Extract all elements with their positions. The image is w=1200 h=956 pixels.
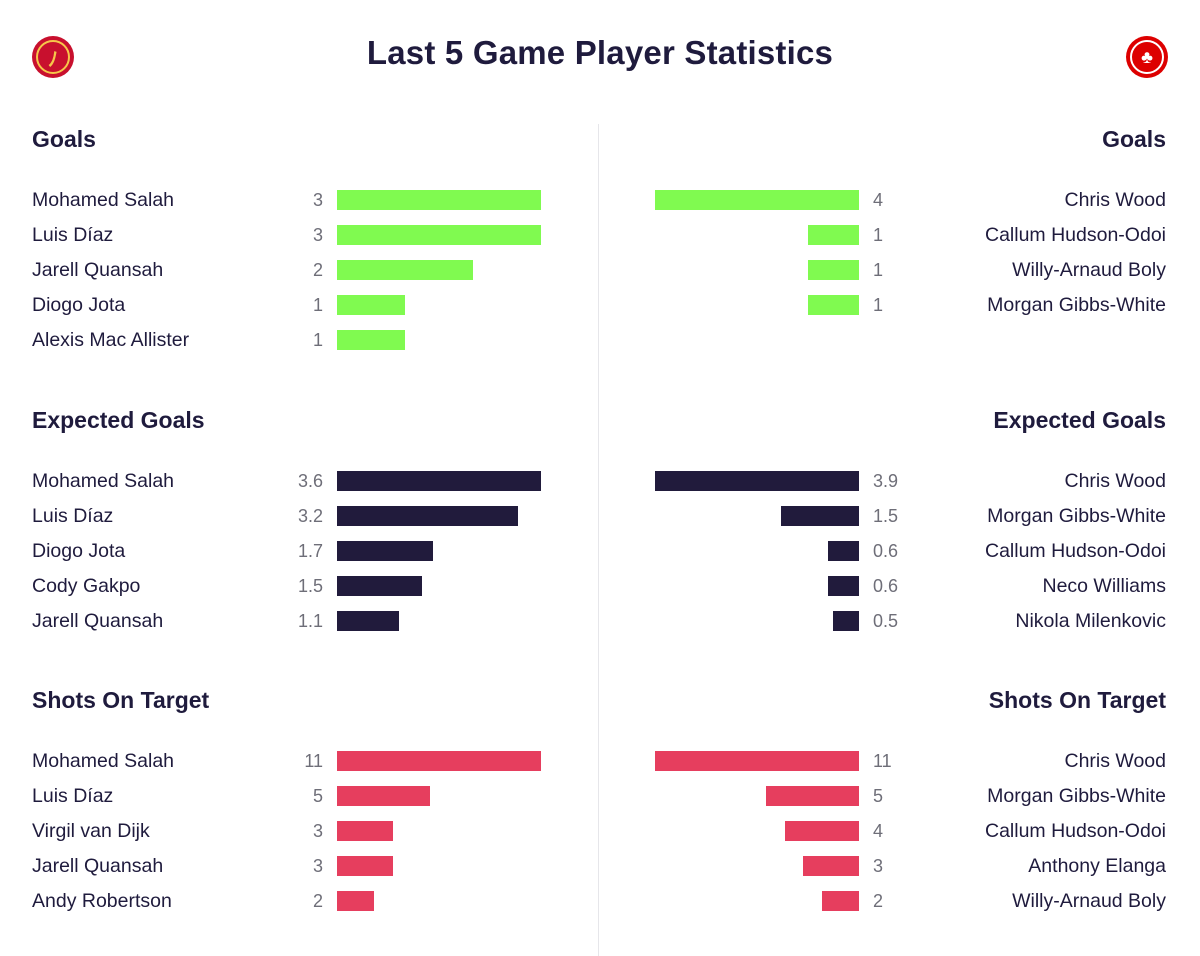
player-name: Jarell Quansah bbox=[32, 855, 164, 877]
stat-value: 0.6 bbox=[873, 541, 899, 561]
stat-value: 1 bbox=[873, 225, 884, 245]
stat-value: 1 bbox=[873, 260, 884, 280]
player-name: Luis Díaz bbox=[32, 505, 114, 527]
stat-bar bbox=[337, 786, 430, 806]
stat-value: 11 bbox=[873, 751, 892, 771]
section-title: Expected Goals bbox=[32, 407, 205, 433]
player-name: Cody Gakpo bbox=[32, 575, 141, 597]
center-divider bbox=[598, 124, 599, 956]
player-name: Callum Hudson-Odoi bbox=[985, 224, 1166, 246]
player-name: Jarell Quansah bbox=[32, 610, 164, 632]
stat-value: 5 bbox=[312, 786, 323, 806]
stat-bar bbox=[337, 856, 393, 876]
stat-bar bbox=[337, 471, 541, 491]
stat-bar bbox=[828, 541, 859, 561]
stat-bar bbox=[833, 611, 859, 631]
stat-value: 1 bbox=[312, 330, 323, 350]
player-name: Diogo Jota bbox=[32, 294, 126, 316]
player-name: Luis Díaz bbox=[32, 224, 114, 246]
section-title: Shots On Target bbox=[32, 687, 210, 713]
stat-bar bbox=[828, 576, 859, 596]
stat-bar bbox=[766, 786, 859, 806]
section-title: Expected Goals bbox=[993, 407, 1166, 433]
stat-bar bbox=[808, 295, 859, 315]
stat-value: 3 bbox=[312, 190, 323, 210]
stat-bar bbox=[822, 891, 859, 911]
player-name: Chris Wood bbox=[1064, 189, 1166, 211]
stat-value: 0.5 bbox=[873, 611, 899, 631]
player-name: Willy-Arnaud Boly bbox=[1012, 890, 1166, 912]
player-name: Diogo Jota bbox=[32, 540, 126, 562]
stat-bar bbox=[337, 225, 541, 245]
section-title: Goals bbox=[32, 126, 96, 152]
stat-value: 3.6 bbox=[297, 471, 323, 491]
stat-value: 1 bbox=[873, 295, 884, 315]
player-name: Mohamed Salah bbox=[32, 189, 175, 211]
section-title: Goals bbox=[1102, 126, 1166, 152]
stat-value: 11 bbox=[304, 751, 323, 771]
stat-value: 3 bbox=[312, 821, 323, 841]
stat-value: 5 bbox=[873, 786, 884, 806]
player-name: Callum Hudson-Odoi bbox=[985, 540, 1166, 562]
stat-value: 3 bbox=[873, 856, 884, 876]
stat-value: 1.7 bbox=[297, 541, 323, 561]
stat-value: 3 bbox=[312, 225, 323, 245]
stat-bar bbox=[655, 751, 859, 771]
stat-bar bbox=[337, 611, 399, 631]
stat-bar bbox=[337, 576, 422, 596]
liverpool-crest-icon: ﾉ bbox=[32, 36, 74, 78]
stat-value: 2 bbox=[312, 260, 323, 280]
stat-bar bbox=[785, 821, 859, 841]
stat-value: 2 bbox=[873, 891, 884, 911]
stat-bar bbox=[337, 330, 405, 350]
stat-bar bbox=[337, 190, 541, 210]
stat-value: 3.9 bbox=[873, 471, 899, 491]
stat-value: 4 bbox=[873, 821, 884, 841]
stat-bar bbox=[803, 856, 859, 876]
player-name: Luis Díaz bbox=[32, 785, 114, 807]
stat-bar bbox=[337, 821, 393, 841]
stat-bar bbox=[808, 260, 859, 280]
nottingham-forest-crest-icon: ♣ bbox=[1126, 36, 1168, 78]
player-name: Callum Hudson-Odoi bbox=[985, 820, 1166, 842]
player-name: Morgan Gibbs-White bbox=[987, 505, 1166, 527]
player-name: Neco Williams bbox=[1042, 575, 1166, 597]
player-name: Chris Wood bbox=[1064, 750, 1166, 772]
stat-value: 0.6 bbox=[873, 576, 899, 596]
player-name: Jarell Quansah bbox=[32, 259, 164, 281]
stat-bar bbox=[337, 751, 541, 771]
stat-value: 4 bbox=[873, 190, 884, 210]
page-title: Last 5 Game Player Statistics bbox=[366, 34, 834, 71]
player-name: Andy Robertson bbox=[32, 890, 172, 912]
stat-bar bbox=[655, 190, 859, 210]
player-name: Willy-Arnaud Boly bbox=[1012, 259, 1166, 281]
stat-value: 1.1 bbox=[297, 611, 323, 631]
player-name: Morgan Gibbs-White bbox=[987, 294, 1166, 316]
stat-bar bbox=[337, 506, 518, 526]
player-name: Mohamed Salah bbox=[32, 750, 175, 772]
player-name: Morgan Gibbs-White bbox=[987, 785, 1166, 807]
stat-value: 1.5 bbox=[297, 576, 323, 596]
stat-value: 2 bbox=[312, 891, 323, 911]
stat-value: 3.2 bbox=[297, 506, 323, 526]
stat-bar bbox=[781, 506, 859, 526]
player-name: Anthony Elanga bbox=[1028, 855, 1166, 877]
stat-bar bbox=[808, 225, 859, 245]
player-name: Nikola Milenkovic bbox=[1015, 610, 1166, 632]
stat-bar bbox=[337, 295, 405, 315]
stat-bar bbox=[337, 260, 473, 280]
player-name: Mohamed Salah bbox=[32, 470, 175, 492]
stat-bar bbox=[337, 891, 374, 911]
stat-value: 3 bbox=[312, 856, 323, 876]
player-name: Alexis Mac Allister bbox=[32, 329, 190, 351]
stat-value: 1 bbox=[312, 295, 323, 315]
stat-value: 1.5 bbox=[873, 506, 899, 526]
stat-bar bbox=[337, 541, 433, 561]
player-name: Chris Wood bbox=[1064, 470, 1166, 492]
player-name: Virgil van Dijk bbox=[32, 820, 150, 842]
section-title: Shots On Target bbox=[988, 687, 1166, 713]
stat-bar bbox=[655, 471, 859, 491]
